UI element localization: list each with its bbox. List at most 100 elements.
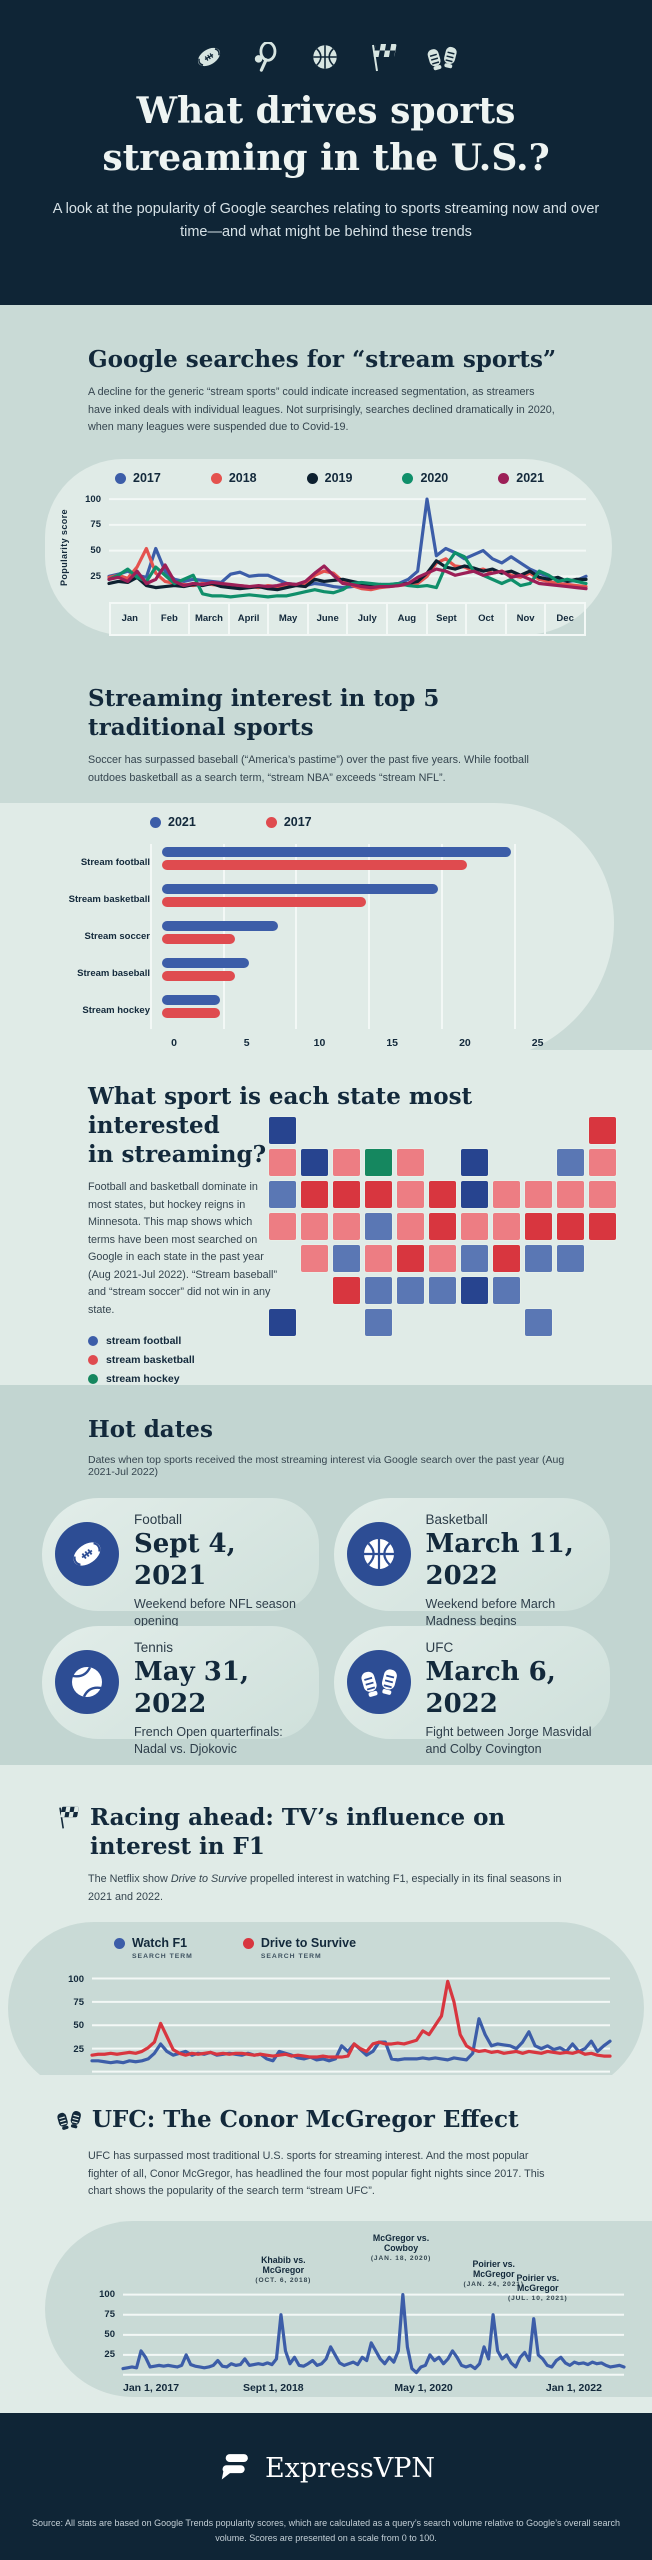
basketball-icon	[310, 42, 340, 74]
state-tile-ny	[524, 1180, 553, 1209]
y-tick: 75	[90, 519, 101, 531]
state-tile-me	[588, 1116, 617, 1145]
legend-dot	[306, 472, 318, 484]
card-desc: Fight between Jorge Masvidal and Colby C…	[425, 1725, 592, 1756]
state-tile-in	[428, 1180, 457, 1209]
bar-chart: Stream football Stream basketball Stream s…	[0, 844, 614, 1050]
bar-category-label: Stream soccer	[84, 931, 150, 942]
line-plot	[92, 1972, 610, 2072]
x-tick: 5	[243, 1037, 250, 1049]
y-tick: 25	[104, 2349, 115, 2361]
card-ufc: UFC March 6, 2022 Fight between Jorge Ma…	[333, 1626, 610, 1756]
card-date: March 6, 2022	[425, 1657, 556, 1719]
legend-dot	[498, 472, 510, 484]
x-tick: Jan 1, 2022	[545, 2381, 602, 2394]
bar	[162, 847, 512, 857]
x-tick: 0	[171, 1037, 177, 1049]
month-label: Dec	[544, 603, 586, 634]
map-legend-item: stream hockey	[88, 1373, 582, 1385]
y-tick: 50	[90, 545, 101, 557]
y-tick: 100	[68, 1973, 84, 1985]
fight-annotation: Khabib vs. McGregor (OCT. 6, 2018)	[235, 2255, 331, 2284]
annotation-date: (JUL. 10, 2021)	[507, 2294, 568, 2302]
state-tile-wa	[268, 1148, 297, 1177]
state-tile-ak	[268, 1116, 297, 1145]
bar-row: Stream soccer	[24, 918, 614, 955]
bar-group	[162, 844, 562, 881]
legend-dot	[115, 472, 126, 484]
x-tick: 10	[313, 1037, 326, 1049]
section-heading: Racing ahead: TV’s influence on interest…	[90, 1804, 506, 1860]
state-tile-mi	[460, 1148, 489, 1177]
map-legend-item: stream basketball	[88, 1354, 582, 1366]
state-tile-al	[460, 1276, 489, 1305]
bar-row: Stream baseball	[24, 955, 614, 992]
racing-flag-icon	[368, 42, 398, 74]
section-hot-dates: Hot dates Dates when top sports received…	[0, 1385, 652, 1765]
bar-group	[162, 881, 562, 918]
annotation-title: McGregor vs. Cowboy	[372, 2232, 430, 2254]
bar	[162, 921, 279, 931]
bar-category-label: Stream baseball	[77, 968, 150, 979]
state-tile-fl	[524, 1308, 553, 1337]
y-tick: 100	[85, 493, 101, 505]
legend-label: 2017	[133, 470, 161, 485]
y-tick: 25	[90, 570, 101, 582]
x-tick: Sept 1, 2018	[242, 2381, 304, 2394]
fight-annotation: McGregor vs. Cowboy (JAN. 18, 2020)	[353, 2233, 449, 2262]
card-tennis: Tennis May 31, 2022 French Open quarterf…	[42, 1626, 319, 1756]
bar	[162, 897, 366, 907]
state-tile-va	[492, 1212, 521, 1241]
bar-category-label: Stream hockey	[82, 1005, 150, 1016]
state-tile-ca	[268, 1212, 297, 1241]
month-label: Sept	[425, 603, 466, 634]
y-tick: 25	[73, 2043, 84, 2055]
bar-rows: Stream football Stream basketball Stream s…	[24, 844, 614, 1029]
section-heading: What sport is each state most interested…	[88, 1083, 473, 1168]
state-tile-ks	[396, 1244, 425, 1273]
state-tile-la	[396, 1276, 425, 1305]
legend-sublabel: SEARCH TERM	[260, 1953, 322, 1960]
legend-dot	[88, 1336, 98, 1346]
state-tile-ky	[428, 1212, 457, 1241]
football-icon	[55, 1522, 119, 1586]
legend-label: Watch F1	[132, 1936, 188, 1950]
bar-group	[162, 918, 562, 955]
bar-category-label: Stream football	[80, 857, 150, 868]
legend-label: 2019	[324, 470, 353, 485]
y-axis-ticks: 100 75 50 25	[89, 2289, 123, 2375]
y-axis-ticks: 100 75 50 25	[77, 494, 109, 602]
month-label: April	[227, 603, 268, 634]
state-tile-ne	[364, 1212, 393, 1241]
state-tile-wy	[332, 1212, 361, 1241]
us-states-map	[268, 1116, 640, 1348]
annotation-date: (JAN. 18, 2020)	[370, 2254, 432, 2262]
state-tile-nj	[556, 1212, 585, 1241]
state-tile-mn	[364, 1148, 393, 1177]
x-tick: Jan 1, 2017	[123, 2381, 180, 2394]
football-icon	[194, 42, 224, 74]
card-date: Sept 4, 2021	[134, 1529, 236, 1591]
state-tile-sc	[524, 1244, 553, 1273]
legend-label: 2018	[228, 470, 257, 485]
legend-sublabel: SEARCH TERM	[132, 1953, 193, 1960]
f1-chart-panel: Watch F1 SEARCH TERM Drive to Survive SEARC…	[8, 1922, 644, 2075]
y-tick: 50	[104, 2329, 115, 2341]
bar-row: Stream hockey	[24, 992, 614, 1029]
vertical-gridline	[440, 844, 443, 1029]
fight-annotation: Poirier vs. McGregor (JAN. 24, 2021)	[446, 2259, 542, 2288]
state-tile-sd	[332, 1180, 361, 1209]
state-tile-id	[300, 1180, 329, 1209]
section-stream-sports: Google searches for “stream sports” A de…	[0, 305, 652, 650]
vertical-gridline	[295, 844, 298, 1029]
legend-label: stream hockey	[106, 1373, 180, 1385]
state-tile-tn	[460, 1244, 489, 1273]
annotation-title: Poirier vs. McGregor	[472, 2258, 515, 2280]
section-heading: Hot dates	[88, 1416, 213, 1443]
card-sport: Basketball	[425, 1512, 488, 1527]
legend-dot	[402, 472, 414, 484]
section-f1: Racing ahead: TV’s influence on interest…	[0, 1765, 652, 2075]
section-body: A decline for the generic “stream sports…	[88, 386, 555, 433]
legend-label: stream football	[106, 1335, 182, 1347]
legend-item: 2017	[265, 815, 312, 830]
